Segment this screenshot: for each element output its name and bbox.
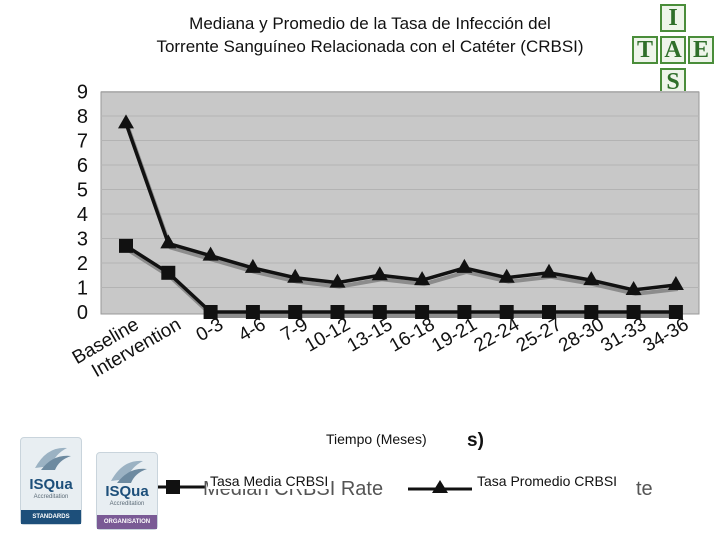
data-point (456, 258, 473, 273)
x-tick-label: 31-33 (598, 314, 651, 356)
y-tick-label: 4 (77, 204, 88, 226)
data-point (498, 268, 515, 283)
chart-title-line-1: Mediana y Promedio de la Tasa de Infecci… (189, 14, 551, 33)
bird-icon (111, 460, 147, 483)
data-point (541, 263, 557, 278)
x-tick-label: 10-12 (301, 314, 354, 356)
data-point (119, 238, 133, 253)
x-tick-label: 22-24 (471, 314, 524, 357)
data-point (160, 234, 177, 249)
x-tick-label: 25-27 (513, 314, 566, 356)
isqua-organisation-badge: ISQua Accreditation ORGANISATION (96, 452, 158, 530)
badge-band: ORGANISATION (97, 515, 157, 529)
x-tick-label: 13-15 (344, 314, 397, 356)
data-point (288, 305, 303, 319)
y-tick-label: 2 (77, 253, 88, 275)
data-point (287, 268, 304, 283)
data-point (499, 305, 514, 319)
y-axis: 01 23 45 67 89 (77, 82, 88, 325)
series (118, 114, 684, 319)
badge-subtitle: Accreditation (33, 494, 69, 500)
legend (150, 480, 472, 494)
y-tick-label: 1 (77, 278, 88, 300)
data-point (457, 305, 472, 319)
data-point (372, 305, 387, 319)
data-point (414, 271, 431, 286)
ias-logo-letter: T (632, 36, 658, 64)
x-tick-label: 34-36 (640, 314, 693, 356)
y-tick-label: 7 (77, 131, 88, 153)
badge-name: ISQua (105, 483, 149, 500)
grid (101, 91, 699, 288)
y-tick-label: 0 (77, 302, 88, 324)
y-tick-label: 3 (77, 229, 88, 251)
x-tick-label: 28-30 (555, 314, 608, 356)
legend-ghost-text-right: te (636, 478, 653, 500)
data-point (542, 305, 556, 319)
data-point (668, 305, 683, 319)
data-point (584, 305, 599, 319)
data-point (330, 305, 345, 319)
ias-logo-letter: E (688, 36, 714, 64)
badge-subtitle: Accreditation (109, 501, 145, 507)
y-tick-label: 9 (77, 82, 88, 104)
legend-marker-median (166, 480, 180, 494)
x-tick-label: 16-18 (386, 314, 439, 356)
data-point (667, 276, 684, 291)
data-point (245, 305, 260, 319)
series-line (124, 122, 677, 292)
ias-logo-letter: A (660, 36, 686, 64)
y-tick-label: 6 (77, 155, 88, 177)
isqua-standards-badge: ISQua Accreditation STANDARDS (20, 437, 82, 525)
data-point (625, 280, 642, 295)
data-point (244, 258, 261, 273)
data-point (371, 266, 388, 281)
legend-ghost-text: s) (467, 430, 484, 451)
badge-band: STANDARDS (21, 510, 81, 524)
data-point (118, 114, 134, 129)
bird-icon (35, 447, 71, 470)
data-point (329, 273, 346, 288)
badge-name: ISQua (29, 476, 73, 493)
series-line (125, 244, 676, 314)
y-tick-label: 8 (77, 106, 88, 128)
ias-logo-letter: I (660, 4, 686, 32)
data-point (202, 246, 219, 261)
data-point (583, 271, 600, 286)
data-point (415, 305, 430, 319)
chart-title: Mediana y Promedio de la Tasa de Infecci… (120, 12, 620, 58)
data-point (161, 265, 176, 280)
data-point (626, 305, 641, 319)
legend-marker-average (432, 480, 448, 493)
x-tick-label: 19-21 (428, 314, 481, 356)
data-point (203, 305, 218, 319)
x-axis-title: Tiempo (Meses) (326, 431, 427, 447)
chart-title-line-2: Torrente Sanguíneo Relacionada con el Ca… (156, 37, 584, 56)
legend-label-median: Tasa Media CRBSI (208, 473, 331, 489)
legend-label-average: Tasa Promedio CRBSI (475, 473, 620, 489)
y-tick-label: 5 (77, 180, 88, 202)
